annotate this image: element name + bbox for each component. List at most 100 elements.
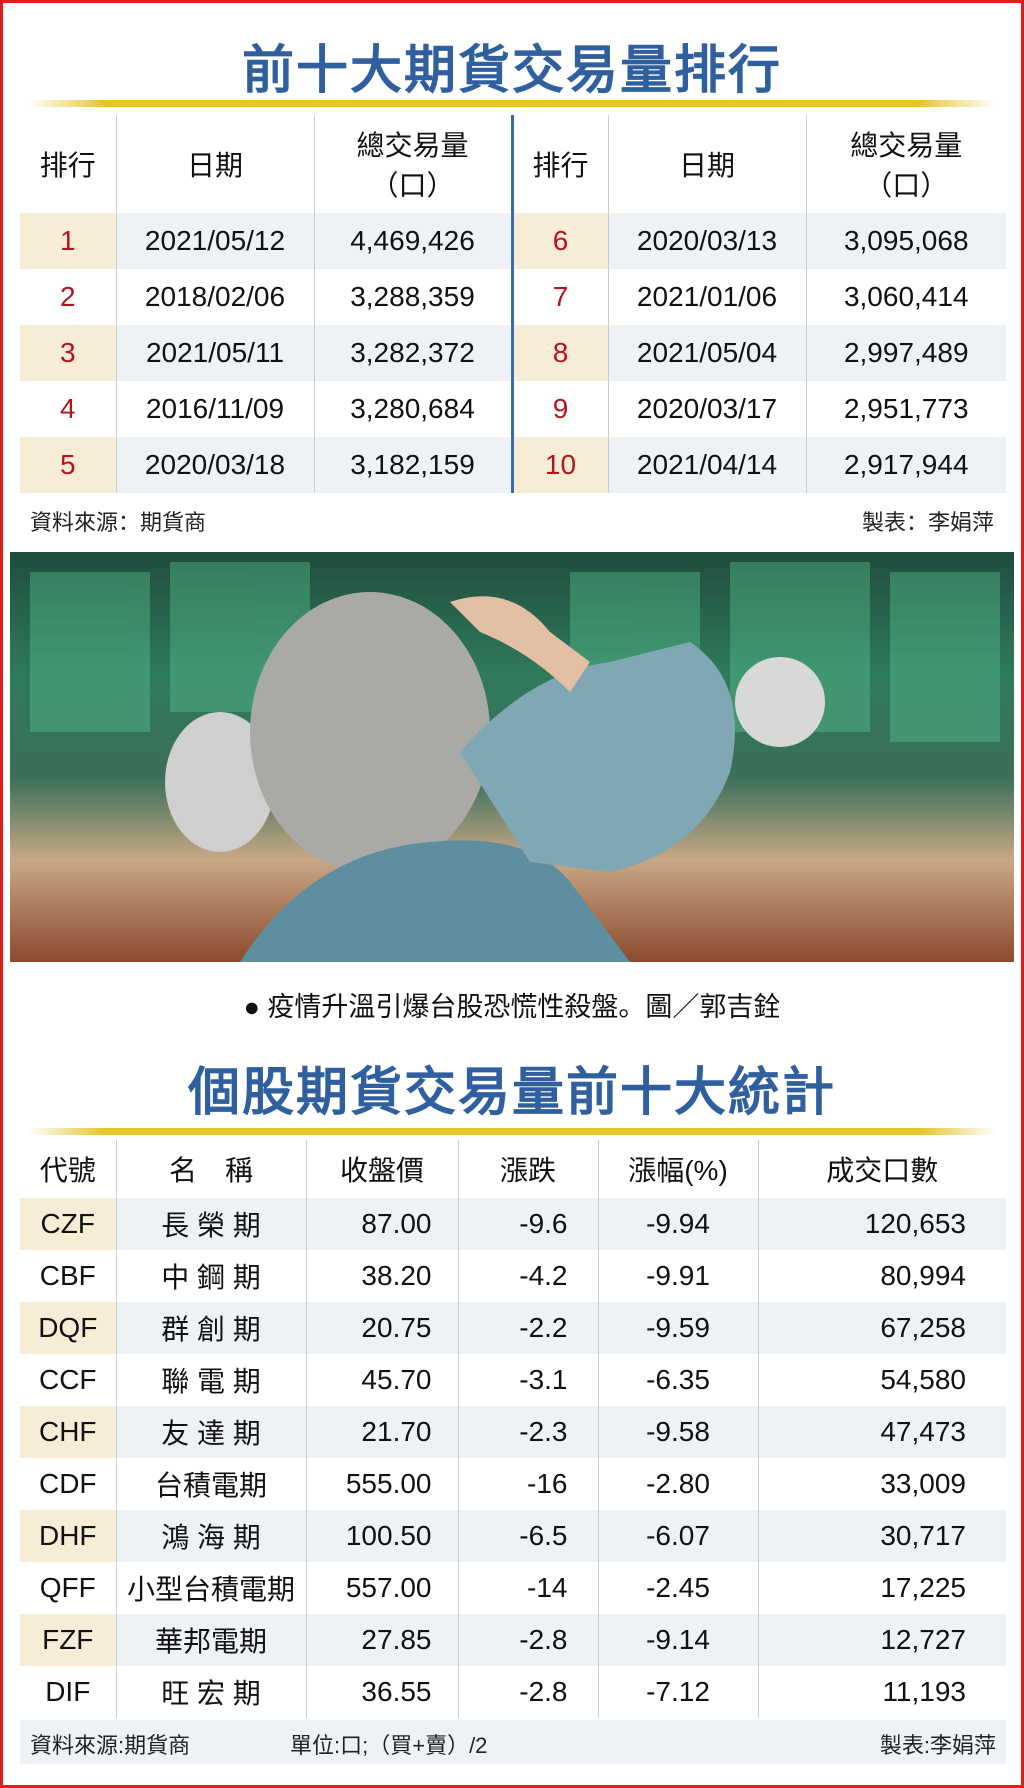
date-cell: 2021/04/14 <box>607 437 806 493</box>
table-row: 3 2021/05/11 3,282,372 8 2021/05/04 2,997,489 <box>20 325 1006 381</box>
header-volume: 成交口數 <box>757 1140 1006 1198</box>
volume-cell: 30,717 <box>757 1510 1006 1562</box>
rank-cell: 5 <box>20 437 116 493</box>
change-pct-cell: -2.80 <box>597 1458 758 1510</box>
change-cell: -14 <box>457 1562 598 1614</box>
date-cell: 2021/05/11 <box>115 325 314 381</box>
code-cell: QFF <box>39 1572 96 1603</box>
header-code: 代號 <box>39 1155 96 1186</box>
table-row: CDF 台積電期 555.00 -16 -2.80 33,009 <box>20 1458 1006 1510</box>
date-cell: 2021/01/06 <box>607 269 806 325</box>
volume-cell: 3,282,372 <box>313 325 512 381</box>
table1-source: 資料來源：期貨商 <box>30 510 207 535</box>
header-rank: 排行 <box>39 150 96 181</box>
change-cell: -4.2 <box>457 1250 598 1302</box>
date-cell: 2016/11/09 <box>115 381 314 437</box>
table-row: FZF 華邦電期 27.85 -2.8 -9.14 12,727 <box>20 1614 1006 1666</box>
name-cell: 台積電期 <box>115 1458 306 1510</box>
name-cell: 群 創 期 <box>115 1302 306 1354</box>
header-close: 收盤價 <box>305 1140 458 1198</box>
date-cell: 2020/03/18 <box>115 437 314 493</box>
table2-unit: 單位:口;（買+賣）/2 <box>290 1733 488 1758</box>
volume-cell: 54,580 <box>757 1354 1006 1406</box>
date-cell: 2021/05/04 <box>607 325 806 381</box>
header-change-pct: 漲幅(%) <box>597 1140 758 1198</box>
table-row: CZF 長 榮 期 87.00 -9.6 -9.94 120,653 <box>20 1198 1006 1250</box>
name-cell: 中 鋼 期 <box>115 1250 306 1302</box>
volume-cell: 17,225 <box>757 1562 1006 1614</box>
close-cell: 100.50 <box>305 1510 458 1562</box>
close-cell: 45.70 <box>305 1354 458 1406</box>
change-pct-cell: -6.07 <box>597 1510 758 1562</box>
photo-illustration <box>30 562 1000 962</box>
rank-cell: 3 <box>20 325 116 381</box>
close-cell: 21.70 <box>305 1406 458 1458</box>
date-cell: 2020/03/17 <box>607 381 806 437</box>
volume-cell: 3,095,068 <box>805 213 1006 269</box>
table-row: CCF 聯 電 期 45.70 -3.1 -6.35 54,580 <box>20 1354 1006 1406</box>
news-photo <box>10 552 1014 962</box>
rank-cell: 7 <box>510 269 608 325</box>
change-pct-cell: -2.45 <box>597 1562 758 1614</box>
name-cell: 華邦電期 <box>115 1614 306 1666</box>
rank-cell: 8 <box>510 325 608 381</box>
volume-cell: 3,288,359 <box>313 269 512 325</box>
rank-cell: 6 <box>510 213 608 269</box>
table-row: DQF 群 創 期 20.75 -2.2 -9.59 67,258 <box>20 1302 1006 1354</box>
table2-source: 資料來源:期貨商 <box>30 1733 191 1758</box>
code-cell: DQF <box>20 1302 116 1354</box>
change-pct-cell: -9.59 <box>597 1302 758 1354</box>
divider <box>28 1128 996 1135</box>
code-cell: FZF <box>20 1614 116 1666</box>
header-volume: 總交易量 （口） <box>313 115 512 213</box>
name-cell: 小型台積電期 <box>115 1562 306 1614</box>
code-cell: DHF <box>20 1510 116 1562</box>
volume-cell: 47,473 <box>757 1406 1006 1458</box>
code-cell: CZF <box>20 1198 116 1250</box>
header-change: 漲跌 <box>457 1140 598 1198</box>
volume-cell: 67,258 <box>757 1302 1006 1354</box>
change-cell: -3.1 <box>457 1354 598 1406</box>
table1-title: 前十大期貨交易量排行 <box>241 42 782 100</box>
change-cell: -2.3 <box>457 1406 598 1458</box>
name-cell: 旺 宏 期 <box>115 1666 306 1718</box>
name-cell: 長 榮 期 <box>115 1198 306 1250</box>
change-pct-cell: -6.35 <box>597 1354 758 1406</box>
table-row: CBF 中 鋼 期 38.20 -4.2 -9.91 80,994 <box>20 1250 1006 1302</box>
close-cell: 36.55 <box>305 1666 458 1718</box>
volume-cell: 3,280,684 <box>313 381 512 437</box>
rank-cell: 1 <box>20 213 116 269</box>
change-cell: -2.8 <box>457 1614 598 1666</box>
change-cell: -9.6 <box>457 1198 598 1250</box>
close-cell: 87.00 <box>305 1198 458 1250</box>
table-row: 2 2018/02/06 3,288,359 7 2021/01/06 3,060,414 <box>20 269 1006 325</box>
close-cell: 557.00 <box>305 1562 458 1614</box>
table-row: CHF 友 達 期 21.70 -2.3 -9.58 47,473 <box>20 1406 1006 1458</box>
code-cell: CHF <box>20 1406 116 1458</box>
change-pct-cell: -9.94 <box>597 1198 758 1250</box>
table-row: DIF 旺 宏 期 36.55 -2.8 -7.12 11,193 <box>20 1666 1006 1718</box>
close-cell: 38.20 <box>305 1250 458 1302</box>
close-cell: 20.75 <box>305 1302 458 1354</box>
table-row: DHF 鴻 海 期 100.50 -6.5 -6.07 30,717 <box>20 1510 1006 1562</box>
futures-ranking-table: 排行 日期 總交易量 （口） 排行 日期 總交易量 （口） 1 2021/05/12 4… <box>20 115 1006 493</box>
name-cell: 友 達 期 <box>115 1406 306 1458</box>
header-date: 日期 <box>115 115 314 213</box>
table-row: 1 2021/05/12 4,469,426 6 2020/03/13 3,095,068 <box>20 213 1006 269</box>
volume-cell: 80,994 <box>757 1250 1006 1302</box>
code-cell: CBF <box>39 1260 96 1291</box>
table-row: 5 2020/03/18 3,182,159 10 2021/04/14 2,917,94… <box>20 437 1006 493</box>
volume-cell: 4,469,426 <box>313 213 512 269</box>
date-cell: 2021/05/12 <box>115 213 314 269</box>
header-rank: 排行 <box>510 115 608 213</box>
volume-cell: 3,182,159 <box>313 437 512 493</box>
rank-cell: 2 <box>59 281 76 312</box>
volume-cell: 3,060,414 <box>805 269 1006 325</box>
name-cell: 鴻 海 期 <box>115 1510 306 1562</box>
close-cell: 555.00 <box>305 1458 458 1510</box>
stock-futures-table: 代號名 稱收盤價 漲跌 漲幅(%) 成交口數 CZF 長 榮 期 87.00 -9.6 -9.… <box>20 1140 1006 1718</box>
rank-cell: 10 <box>510 437 608 493</box>
header-name: 名 稱 <box>115 1140 306 1198</box>
table2-footer <box>20 1720 1006 1764</box>
